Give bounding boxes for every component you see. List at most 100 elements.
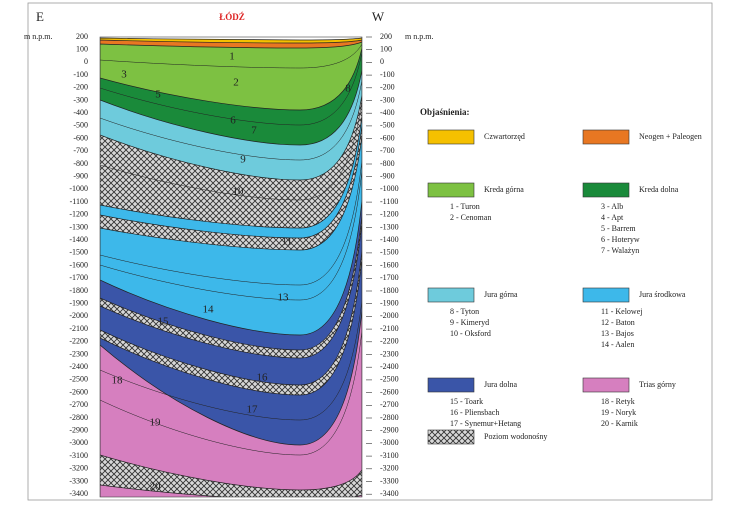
right-tick-label: -2200 xyxy=(380,337,399,346)
right-tick-label: -500 xyxy=(380,121,395,130)
legend-unit: 11 - Kelowej xyxy=(601,307,642,316)
layer-number: 2 xyxy=(233,77,239,89)
legend-name: Jura górna xyxy=(484,290,518,299)
right-tick-label: -2700 xyxy=(380,400,399,409)
horizon-line xyxy=(100,329,362,456)
right-tick-label: -1100 xyxy=(380,197,398,206)
left-tick-label: -2900 xyxy=(69,426,88,435)
layer xyxy=(100,454,362,497)
legend-unit: 13 - Bajos xyxy=(601,329,634,338)
legend-unit: 10 - Oksford xyxy=(450,329,491,338)
right-tick-label: -1700 xyxy=(380,273,399,282)
left-tick-label: -3400 xyxy=(69,489,88,498)
legend-unit: 14 - Aalen xyxy=(601,340,634,349)
legend-name: Jura środkowa xyxy=(639,290,686,299)
layer-number: 11 xyxy=(282,236,293,248)
section-border xyxy=(99,36,363,498)
horizon-line xyxy=(100,51,362,126)
layer xyxy=(100,309,362,497)
layer-number: 14 xyxy=(203,304,215,316)
legend-name: Trias górny xyxy=(639,380,676,389)
legend-swatch xyxy=(427,182,475,198)
legend-unit: 8 - Tyton xyxy=(450,307,479,316)
right-tick-label: -1500 xyxy=(380,248,399,257)
right-tick-label: -3300 xyxy=(380,476,399,485)
layer-number: 3 xyxy=(121,69,127,81)
left-tick-label: -3000 xyxy=(69,438,88,447)
left-tick-label: 0 xyxy=(84,57,88,66)
horizon-line xyxy=(100,79,362,161)
right-tick-label: -2400 xyxy=(380,362,399,371)
legend-unit: 5 - Barrem xyxy=(601,224,636,233)
right-tick-label: -200 xyxy=(380,83,395,92)
left-tick-label: -1700 xyxy=(69,273,88,282)
left-tick-label: -700 xyxy=(73,146,88,155)
right-tick-label: -2500 xyxy=(380,375,399,384)
horizon-line xyxy=(100,299,362,421)
right-tick-label: -1000 xyxy=(380,184,399,193)
right-tick-label: -1800 xyxy=(380,286,399,295)
left-tick-label: 100 xyxy=(76,45,88,54)
legend-name: Neogen + Paleogen xyxy=(639,132,702,141)
legend-unit: 12 - Baton xyxy=(601,318,635,327)
left-tick-label: -2400 xyxy=(69,362,88,371)
right-tick-label: -600 xyxy=(380,133,395,142)
right-tick-label: -2600 xyxy=(380,387,399,396)
left-tick-label: -3100 xyxy=(69,451,88,460)
legend-unit: 18 - Retyk xyxy=(601,397,635,406)
right-tick-label: -2800 xyxy=(380,413,399,422)
right-tick-label: -3100 xyxy=(380,451,399,460)
layer-number: 10 xyxy=(233,186,245,198)
layer-number: 7 xyxy=(251,125,257,137)
legend-unit: 3 - Alb xyxy=(601,202,623,211)
legend-swatch xyxy=(582,129,630,145)
left-tick-label: -2200 xyxy=(69,337,88,346)
right-tick-label: -2900 xyxy=(380,426,399,435)
legend-swatch xyxy=(427,287,475,303)
right-tick-label: -100 xyxy=(380,70,395,79)
section xyxy=(100,37,362,497)
layer-number: 9 xyxy=(240,154,246,166)
left-tick-label: -3300 xyxy=(69,476,88,485)
legend-unit: 17 - Synemur+Hetang xyxy=(450,419,521,428)
city: ŁÓDŹ xyxy=(219,12,245,22)
left-tick-label: -1300 xyxy=(69,222,88,231)
right-tick-label: -3000 xyxy=(380,438,399,447)
right-tick-label: 0 xyxy=(380,57,384,66)
left-tick-label: -500 xyxy=(73,121,88,130)
legend-swatch xyxy=(427,429,475,445)
left-end: E xyxy=(36,9,44,24)
legend-swatch xyxy=(427,129,475,145)
right-tick-label: -3400 xyxy=(380,489,399,498)
right-tick-label: -700 xyxy=(380,146,395,155)
horizon-line xyxy=(100,169,362,301)
left-tick-label: -2700 xyxy=(69,400,88,409)
layer-number: 18 xyxy=(112,375,124,387)
legend-name: Kreda dolna xyxy=(639,185,679,194)
left-tick-label: -1200 xyxy=(69,210,88,219)
left-tick-label: -1100 xyxy=(70,197,88,206)
legend-name: Czwartorzęd xyxy=(484,132,525,141)
legend-swatch xyxy=(582,287,630,303)
left-tick-label: -2800 xyxy=(69,413,88,422)
legend-unit: 16 - Pliensbach xyxy=(450,408,499,417)
legend-unit: 6 - Hoteryw xyxy=(601,235,640,244)
left-tick-label: -300 xyxy=(73,95,88,104)
left-tick-label: -600 xyxy=(73,133,88,142)
right-unit: m n.p.m. xyxy=(405,32,433,41)
layer-number: 8 xyxy=(345,83,351,95)
right-tick-label: -1200 xyxy=(380,210,399,219)
right-tick-label: -2100 xyxy=(380,324,399,333)
legend-unit: 9 - Kimeryd xyxy=(450,318,489,327)
right-tick-label: -1400 xyxy=(380,235,399,244)
left-unit: m n.p.m. xyxy=(24,32,52,41)
left-tick-label: -900 xyxy=(73,172,88,181)
legend-name: Poziom wodonośny xyxy=(484,432,547,441)
right-tick-label: -2000 xyxy=(380,311,399,320)
left-tick-label: -1000 xyxy=(69,184,88,193)
right-tick-label: -300 xyxy=(380,95,395,104)
left-tick-label: -1900 xyxy=(69,299,88,308)
legend-name: Kreda górna xyxy=(484,185,524,194)
legend-swatch xyxy=(427,377,475,393)
